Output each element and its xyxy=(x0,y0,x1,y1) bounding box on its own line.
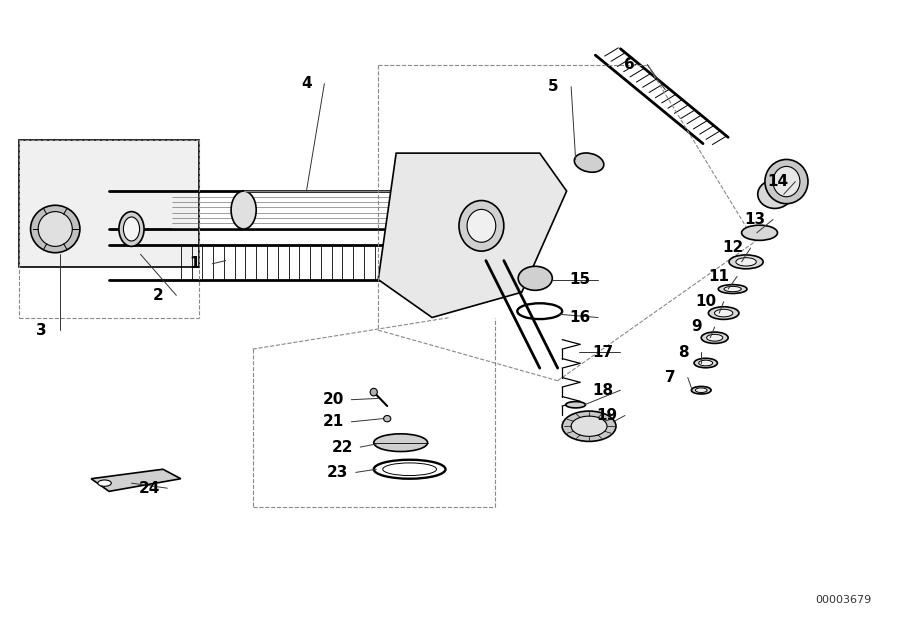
Ellipse shape xyxy=(566,401,586,408)
Ellipse shape xyxy=(562,411,616,441)
Text: 18: 18 xyxy=(592,383,613,398)
Ellipse shape xyxy=(574,153,604,172)
Text: 7: 7 xyxy=(664,370,675,385)
Text: 15: 15 xyxy=(570,272,590,287)
Polygon shape xyxy=(91,469,181,491)
Text: 16: 16 xyxy=(570,310,590,325)
Ellipse shape xyxy=(467,210,496,243)
Text: 14: 14 xyxy=(767,174,788,189)
Polygon shape xyxy=(378,153,567,318)
Text: 22: 22 xyxy=(331,439,353,455)
Ellipse shape xyxy=(123,217,140,241)
Text: 00003679: 00003679 xyxy=(815,595,872,605)
Text: 5: 5 xyxy=(548,79,559,94)
Ellipse shape xyxy=(374,434,428,451)
Ellipse shape xyxy=(773,166,800,197)
Ellipse shape xyxy=(696,388,707,392)
Text: 11: 11 xyxy=(708,269,730,284)
Text: 13: 13 xyxy=(744,212,766,227)
Ellipse shape xyxy=(38,211,72,246)
Text: 6: 6 xyxy=(624,57,634,72)
Ellipse shape xyxy=(758,180,792,208)
Text: 8: 8 xyxy=(678,345,688,360)
Ellipse shape xyxy=(119,211,144,246)
Text: 10: 10 xyxy=(695,294,716,309)
Ellipse shape xyxy=(765,159,808,204)
Ellipse shape xyxy=(736,258,756,266)
Ellipse shape xyxy=(742,225,778,241)
Ellipse shape xyxy=(572,416,607,436)
Ellipse shape xyxy=(518,266,553,290)
Text: 24: 24 xyxy=(139,481,160,496)
Ellipse shape xyxy=(708,307,739,319)
Text: 17: 17 xyxy=(592,345,613,360)
Text: 19: 19 xyxy=(597,408,617,423)
Ellipse shape xyxy=(459,201,504,251)
Text: 4: 4 xyxy=(302,76,311,91)
Text: 21: 21 xyxy=(323,414,344,429)
Text: 12: 12 xyxy=(722,241,743,255)
Ellipse shape xyxy=(724,286,742,291)
Ellipse shape xyxy=(31,205,80,253)
Polygon shape xyxy=(19,140,199,267)
Ellipse shape xyxy=(729,255,763,269)
Ellipse shape xyxy=(701,332,728,344)
Text: 2: 2 xyxy=(153,288,164,303)
Ellipse shape xyxy=(698,360,713,366)
Text: 1: 1 xyxy=(189,257,200,271)
Text: 9: 9 xyxy=(691,319,702,335)
Text: 3: 3 xyxy=(37,323,47,338)
Ellipse shape xyxy=(691,387,711,394)
Ellipse shape xyxy=(715,309,733,317)
Ellipse shape xyxy=(98,480,112,486)
Ellipse shape xyxy=(694,358,717,368)
Ellipse shape xyxy=(383,415,391,422)
Ellipse shape xyxy=(706,334,723,341)
Ellipse shape xyxy=(231,191,256,229)
Text: 23: 23 xyxy=(328,465,348,480)
Ellipse shape xyxy=(370,389,377,396)
Text: 20: 20 xyxy=(323,392,344,407)
Ellipse shape xyxy=(718,284,747,293)
